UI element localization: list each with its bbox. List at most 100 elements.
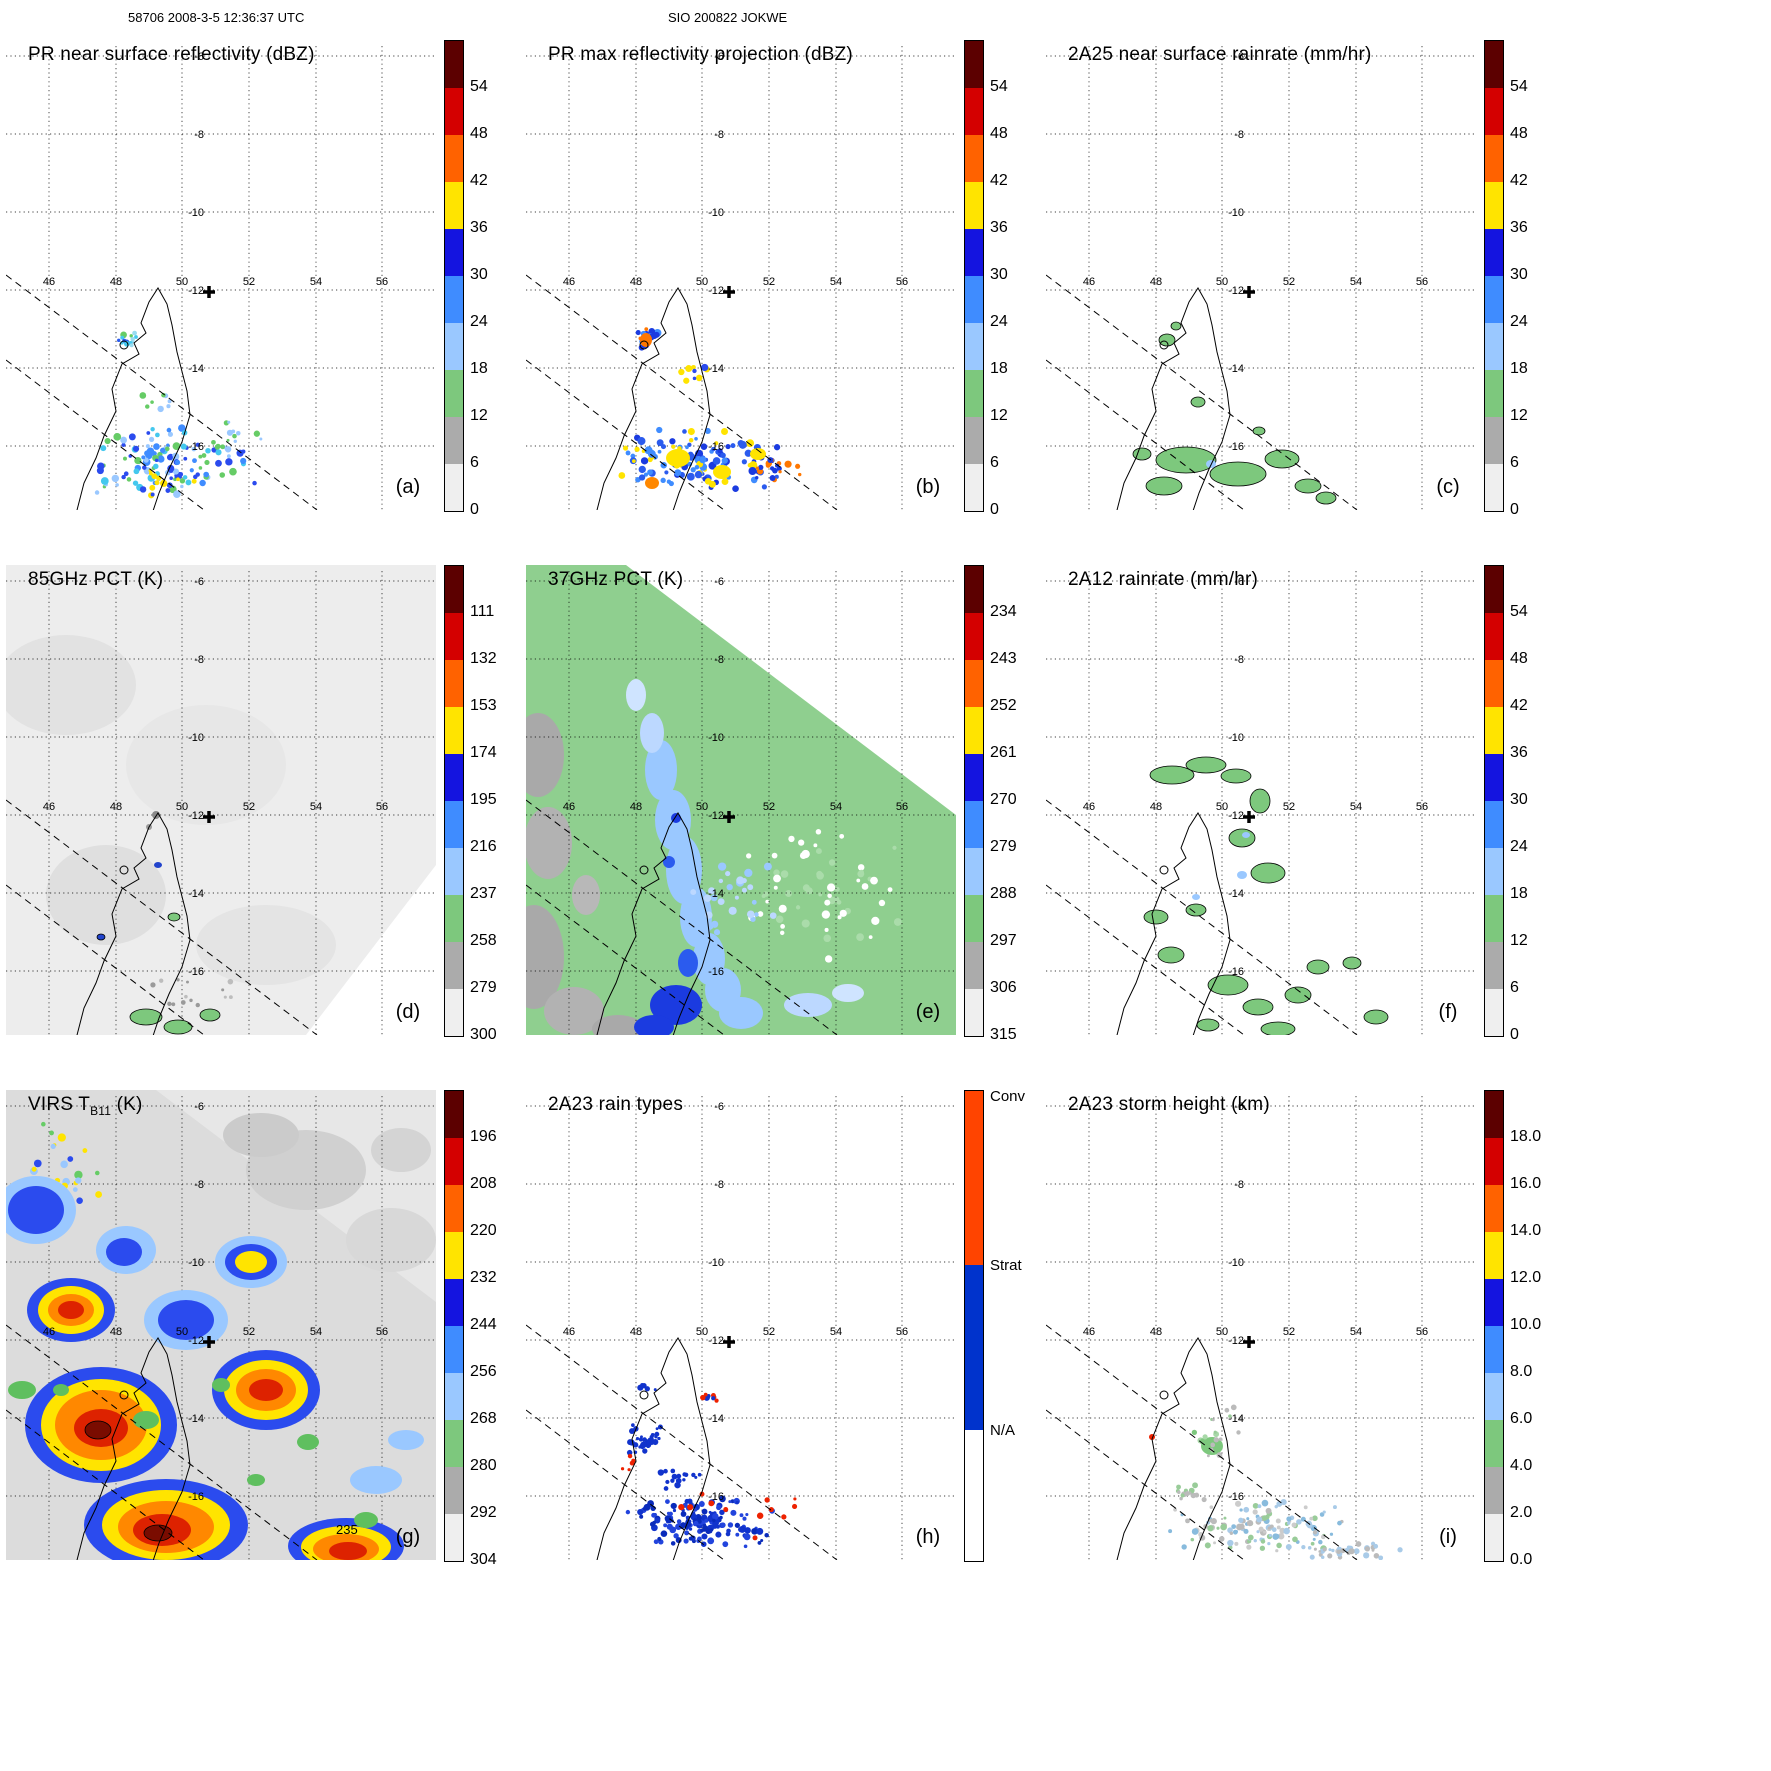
colorbar-tick: 268 [470,1410,497,1427]
colorbar-segment [445,1420,463,1467]
colorbar-segment [445,1373,463,1420]
svg-text:46: 46 [43,1326,55,1338]
svg-text:54: 54 [1350,276,1362,288]
svg-text:-8: -8 [714,654,724,666]
colorbar-segment [1485,1279,1503,1326]
figure-panel-f: 46 48 50 52 54 56 -6 -8 -10 -12 -14 -16 (f) 2A12 rai… [1040,555,1560,1080]
svg-text:-10: -10 [1228,207,1244,219]
panel-title: 37GHz PCT (K) [548,569,684,590]
svg-text:-14: -14 [1228,1413,1244,1425]
panel-letter: (i) [1439,1526,1457,1548]
colorbar-segment [1485,848,1503,895]
panel-title: 85GHz PCT (K) [28,569,164,590]
svg-text:-8: -8 [1234,654,1244,666]
svg-text:56: 56 [376,1326,388,1338]
panel-letter: (h) [916,1526,940,1548]
map-plot: 46 48 50 52 54 56 -6 -8 -10 -12 -14 -16 (a) [6,46,436,510]
colorbar [1484,40,1504,512]
colorbar-segment [965,229,983,276]
colorbar [1484,1090,1504,1562]
svg-text:-16: -16 [1228,441,1244,453]
colorbar-segment [965,707,983,754]
svg-text:-8: -8 [714,129,724,141]
colorbar-tick-labels: 54 48 42 36 30 24 18 12 6 0 [1510,565,1560,1043]
svg-text:52: 52 [1283,276,1295,288]
panel-letter: (g) [396,1526,420,1548]
colorbar-segment [445,1091,463,1138]
colorbar-segment [445,276,463,323]
panel-letter: (e) [916,1001,940,1023]
swath-edge-lines [6,1324,318,1560]
panel-title: 2A12 rainrate (mm/hr) [1068,569,1259,590]
colorbar-segment [1485,1514,1503,1561]
colorbar-segment [445,323,463,370]
base-field [6,565,436,1035]
colorbar-tick: 30 [1510,791,1528,808]
figure-panel-h: 46 48 50 52 54 56 -6 -8 -10 -12 -14 -16 (h) 2A23 rai… [520,1080,1040,1605]
colorbar-tick: 153 [470,697,497,714]
colorbar-segment [445,1326,463,1373]
colorbar-tick: 270 [990,791,1017,808]
colorbar-segment [1485,276,1503,323]
data-overlay [1143,756,1389,1035]
colorbar-segment [1485,801,1503,848]
colorbar [964,40,984,512]
colorbar-tick: 6 [1510,979,1519,996]
svg-text:48: 48 [110,1326,122,1338]
colorbar-segment [965,1430,983,1561]
swath-edge-lines [1046,1324,1358,1560]
figure-header: 58706 2008-3-5 12:36:37 UTC SIO 200822 J… [0,10,1771,32]
colorbar-segment [1485,1138,1503,1185]
panel-title: PR near surface reflectivity (dBZ) [28,44,315,65]
storm-center-marker [723,1336,735,1348]
colorbar-segment [965,989,983,1036]
colorbar-tick: 252 [990,697,1017,714]
svg-text:-16: -16 [708,966,724,978]
svg-text:52: 52 [243,1326,255,1338]
panel-letter: (a) [396,476,420,498]
svg-text:52: 52 [763,1326,775,1338]
colorbar-tick: 30 [1510,266,1528,283]
svg-text:54: 54 [830,801,842,813]
colorbar-segment [1485,566,1503,613]
colorbar-segment [965,1265,983,1430]
svg-text:-10: -10 [708,207,724,219]
colorbar-tick: 12.0 [1510,1269,1542,1286]
grid-lines [1046,46,1476,510]
map-plot: 46 48 50 52 54 56 -6 -8 -10 -12 -14 -16 (c) [1046,46,1476,510]
svg-text:52: 52 [243,801,255,813]
svg-text:56: 56 [1416,1326,1428,1338]
panel-title: 2A23 rain types [548,1094,684,1115]
svg-text:52: 52 [243,276,255,288]
colorbar-segment [445,370,463,417]
axis-tick-labels: 46 48 50 52 54 56 -6 -8 -10 -12 -14 -16 [1083,576,1428,978]
storm-center-marker [1243,286,1255,298]
figure-panel-i: 46 48 50 52 54 56 -6 -8 -10 -12 -14 -16 (i) 2A23 sto… [1040,1080,1560,1605]
colorbar [964,565,984,1037]
colorbar-segment [445,989,463,1036]
svg-text:54: 54 [1350,801,1362,813]
axis-tick-labels: 46 48 50 52 54 56 -6 -8 -10 -12 -14 -16 [43,51,388,453]
colorbar-tick: 292 [470,1504,497,1521]
swath-edge-lines [526,1324,838,1560]
colorbar-segment [445,417,463,464]
colorbar-tick: 12 [990,407,1008,424]
svg-text:46: 46 [1083,801,1095,813]
map-plot: 235 46 48 50 52 54 56 -6 -8 -10 -12 -14 -16 (g) [6,1090,436,1560]
svg-text:-12: -12 [188,810,204,822]
header-storm-id: SIO 200822 JOKWE [668,10,788,25]
svg-text:48: 48 [110,801,122,813]
axis-tick-labels: 46 48 50 52 54 56 -6 -8 -10 -12 -14 -16 [43,1101,388,1503]
colorbar-segment [1485,895,1503,942]
colorbar-segment [965,848,983,895]
axis-tick-labels: 46 48 50 52 54 56 -6 -8 -10 -12 -14 -16 [1083,1101,1428,1503]
coastline [596,1337,711,1560]
figure-panel-a: 46 48 50 52 54 56 -6 -8 -10 -12 -14 -16 (a) PR near … [0,30,520,555]
svg-text:56: 56 [896,801,908,813]
panel-grid: 46 48 50 52 54 56 -6 -8 -10 -12 -14 -16 (a) PR near … [0,30,1560,1605]
swath-edge-lines [6,799,318,1035]
svg-text:50: 50 [176,1326,188,1338]
colorbar-tick: 54 [1510,78,1528,95]
svg-text:-6: -6 [714,1101,724,1113]
colorbar-segment [965,276,983,323]
